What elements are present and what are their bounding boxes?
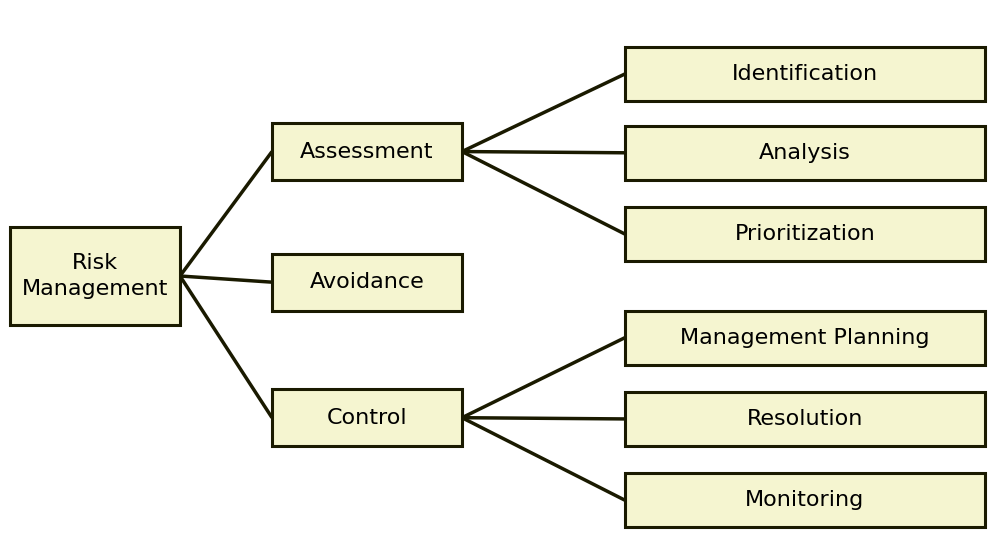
- Text: Avoidance: Avoidance: [310, 272, 424, 292]
- Text: Identification: Identification: [732, 64, 878, 84]
- Text: Control: Control: [327, 408, 407, 428]
- Text: Management Planning: Management Planning: [680, 327, 930, 348]
- Text: Analysis: Analysis: [759, 143, 851, 163]
- FancyBboxPatch shape: [10, 227, 180, 325]
- Text: Monitoring: Monitoring: [745, 490, 865, 510]
- FancyBboxPatch shape: [625, 47, 985, 101]
- Text: Resolution: Resolution: [747, 409, 863, 429]
- FancyBboxPatch shape: [625, 126, 985, 180]
- FancyBboxPatch shape: [625, 207, 985, 261]
- FancyBboxPatch shape: [272, 254, 462, 310]
- Text: Risk
Management: Risk Management: [22, 253, 168, 299]
- FancyBboxPatch shape: [625, 473, 985, 527]
- FancyBboxPatch shape: [272, 389, 462, 446]
- FancyBboxPatch shape: [625, 310, 985, 365]
- Text: Assessment: Assessment: [300, 141, 434, 162]
- FancyBboxPatch shape: [625, 392, 985, 446]
- Text: Prioritization: Prioritization: [735, 224, 875, 244]
- FancyBboxPatch shape: [272, 123, 462, 180]
